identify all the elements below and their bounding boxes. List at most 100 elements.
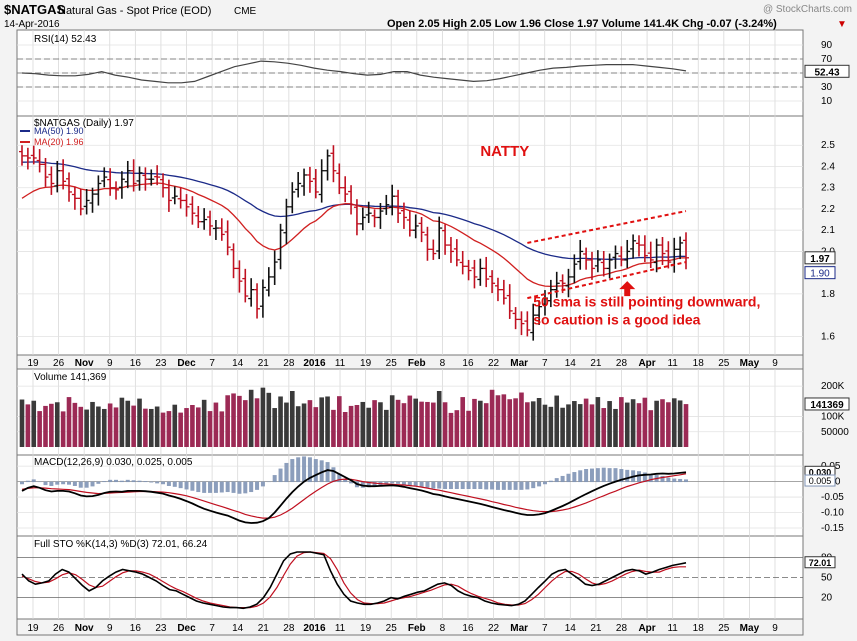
volume-bar <box>472 398 477 447</box>
x-tick-label: 25 <box>386 358 398 369</box>
macd-histogram-bar <box>501 481 506 490</box>
macd-histogram-bar <box>119 480 124 483</box>
volume-bar <box>31 400 37 447</box>
volume-bar <box>519 392 524 447</box>
x-tick-label: 22 <box>488 623 500 634</box>
x-tick-label: Mar <box>510 358 528 369</box>
sto-value-badge <box>804 556 836 569</box>
volume-bar <box>442 402 448 447</box>
y-tick-label: 10 <box>821 96 833 107</box>
volume-bar <box>231 393 236 447</box>
x-tick-label: 2016 <box>303 623 326 634</box>
volume-bar <box>395 399 401 447</box>
volume-bar <box>530 401 536 447</box>
volume-bar <box>143 408 148 447</box>
x-tick-label: 21 <box>590 358 602 369</box>
volume-bar <box>648 410 654 447</box>
volume-bar <box>90 401 95 447</box>
volume-bar <box>195 407 201 447</box>
legend-label: MA(50) 1.90 <box>34 126 84 136</box>
volume-bar <box>25 404 31 447</box>
volume-bar <box>225 395 230 447</box>
macd-histogram-bar <box>466 481 471 490</box>
y-tick-label: 50000 <box>821 427 849 438</box>
macd-histogram-bar <box>360 481 365 488</box>
macd-histogram-bar <box>554 478 559 483</box>
volume-bar <box>384 409 389 447</box>
volume-bar <box>613 408 618 447</box>
volume-bar <box>266 392 272 447</box>
macd-histogram-bar <box>325 462 330 483</box>
volume-bar <box>190 405 195 447</box>
volume-bar <box>101 408 107 447</box>
macd-histogram-bar <box>331 467 336 483</box>
macd-histogram-bar <box>636 471 641 483</box>
volume-bar <box>507 399 513 447</box>
y-tick-label: 100K <box>821 412 845 423</box>
x-tick-label: 7 <box>209 358 215 369</box>
macd-histogram-bar <box>20 481 24 485</box>
volume-bar <box>131 405 136 447</box>
volume-bar <box>671 398 677 447</box>
macd-histogram-bar <box>642 472 647 483</box>
chart-date: 14-Apr-2016 <box>4 19 60 30</box>
volume-bar <box>49 403 54 447</box>
volume-bar <box>201 399 207 447</box>
macd-histogram-bar <box>149 481 154 483</box>
macd-histogram-bar <box>178 481 183 489</box>
macd-histogram-bar <box>231 481 236 493</box>
volume-bar <box>113 407 119 447</box>
macd-histogram-bar <box>196 481 201 493</box>
volume-bar <box>589 404 595 447</box>
macd-histogram-bar <box>225 481 230 493</box>
volume-bar <box>19 399 25 447</box>
macd-histogram-bar <box>566 473 571 483</box>
y-tick-label: -0.05 <box>821 492 844 503</box>
last-price-badge <box>804 251 836 265</box>
macd-histogram-bar <box>507 481 512 490</box>
x-axis-strip-lower <box>16 618 804 636</box>
macd-histogram-bar <box>548 480 553 483</box>
volume-bar <box>66 397 72 447</box>
volume-bar <box>178 412 183 447</box>
macd-histogram-bar <box>401 481 406 485</box>
x-tick-label: 25 <box>718 358 730 369</box>
volume-bar <box>78 406 84 447</box>
volume-bar <box>207 411 213 447</box>
macd-histogram-bar <box>460 481 465 490</box>
macd-histogram-bar <box>319 460 324 483</box>
volume-bar <box>148 408 154 447</box>
volume-bar <box>460 397 466 447</box>
x-tick-label: 14 <box>565 623 577 634</box>
volume-bar <box>219 411 225 447</box>
macd-histogram-bar <box>43 481 48 486</box>
channel-upper-line <box>527 210 687 244</box>
instrument-name: Natural Gas - Spot Price (EOD) <box>58 5 211 17</box>
volume-bar <box>560 407 565 447</box>
macd-histogram-bar <box>237 481 242 494</box>
macd-histogram-bar <box>61 481 66 485</box>
volume-bar <box>413 398 418 447</box>
macd-histogram-bar <box>584 469 589 483</box>
volume-bar <box>325 396 330 447</box>
x-tick-label: 2016 <box>303 358 326 369</box>
x-tick-label: Dec <box>177 623 196 634</box>
volume-bar <box>213 402 219 447</box>
macd-histogram-bar <box>55 481 60 485</box>
volume-bar <box>319 397 324 447</box>
x-tick-label: 21 <box>258 358 270 369</box>
macd-histogram-bar <box>102 481 107 483</box>
volume-bar <box>389 395 395 447</box>
macd-histogram-bar <box>589 468 594 483</box>
volume-bar <box>301 403 307 447</box>
macd-histogram-bar <box>67 481 72 485</box>
volume-bar <box>37 411 42 447</box>
macd-value-label: 0.030 <box>809 467 832 477</box>
x-tick-label: 23 <box>155 358 167 369</box>
volume-bar <box>583 398 589 447</box>
last-price-label: 1.97 <box>810 254 830 265</box>
macd-histogram-bar <box>272 475 277 483</box>
x-tick-label: 26 <box>53 358 65 369</box>
macd-histogram-bar <box>96 481 101 484</box>
volume-bar <box>501 394 507 447</box>
